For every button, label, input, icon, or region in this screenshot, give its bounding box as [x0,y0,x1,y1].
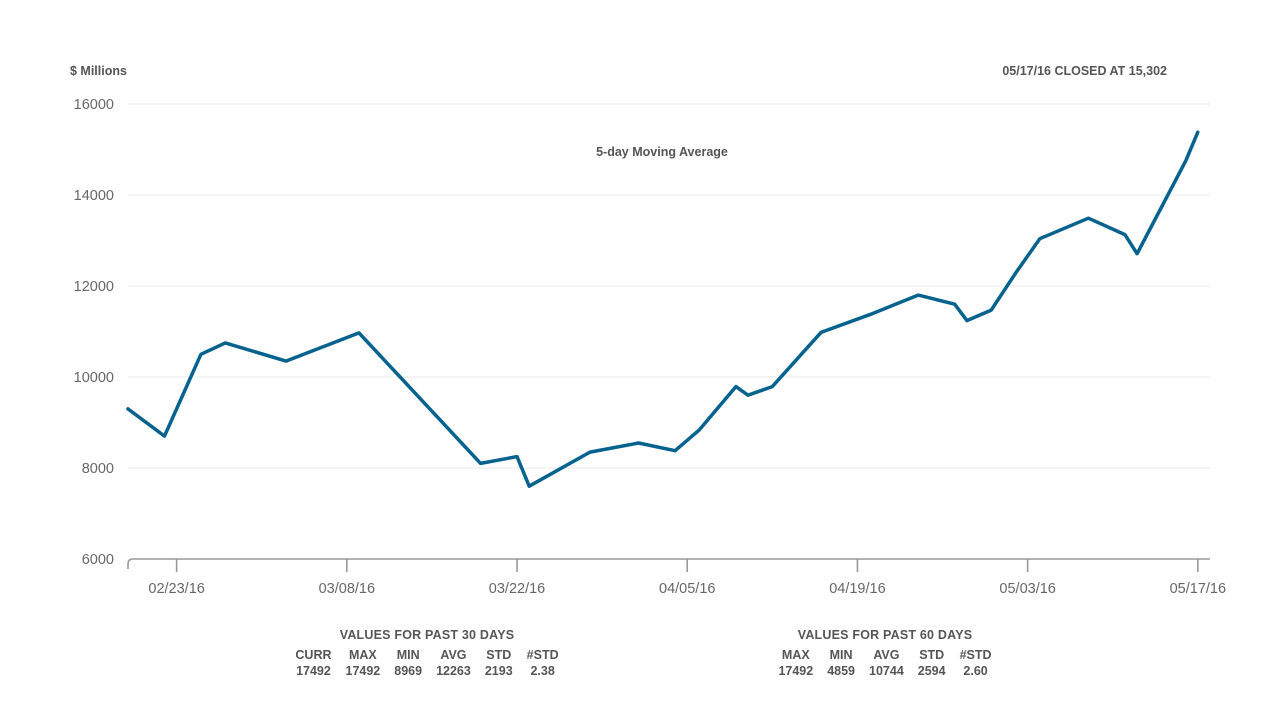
stats-header-row: MAX MIN AVG STD #STD [771,647,998,663]
y-tick-labels: 6000 8000 10000 12000 14000 16000 [74,97,114,568]
y-tick-label: 8000 [82,461,114,477]
y-tick-label: 12000 [74,279,114,295]
stat-header: MAX [348,648,377,662]
stat-header: #STD [526,648,559,662]
stat-header: MIN [396,648,420,662]
series-line [126,130,1200,488]
stats-title: VALUES FOR PAST 60 DAYS [797,628,973,642]
y-tick-label: 16000 [74,97,114,113]
stat-value: 4859 [827,664,856,678]
x-tick-label: 05/17/16 [1170,581,1226,597]
stats-value-row: 17492 17492 8969 12263 2193 2.38 [288,663,565,679]
stat-value: 8969 [394,664,423,678]
x-tick-label: 04/05/16 [659,581,715,597]
stat-header: MAX [781,648,810,662]
stat-header: STD [486,648,512,662]
x-axis-line [127,558,1210,569]
closed-at-note: 05/17/16 CLOSED AT 15,302 [1002,64,1167,78]
x-tick-label: 04/19/16 [829,581,885,597]
stat-header: MIN [829,648,853,662]
stat-header: CURR [295,648,332,662]
stats-table: CURR MAX MIN AVG STD #STD 17492 17492 89… [288,647,565,679]
gridlines [128,103,1210,469]
y-tick-label: 14000 [74,188,114,204]
x-tick-labels: 02/23/16 03/08/16 03/22/16 04/05/16 04/19/16… [148,581,1226,597]
x-tick-label: 02/23/16 [148,581,204,597]
stats-header-row: CURR MAX MIN AVG STD #STD [288,647,565,663]
stat-value: 2594 [917,664,946,678]
stat-value: 17492 [296,664,331,678]
x-tick-label: 03/08/16 [319,581,375,597]
stats-value-row: 17492 4859 10744 2594 2.60 [771,663,998,679]
stat-header: AVG [873,648,900,662]
stat-header: STD [919,648,945,662]
x-tick-label: 05/03/16 [999,581,1055,597]
y-tick-label: 10000 [74,370,114,386]
y-tick-label: 6000 [82,552,114,568]
stat-value: 12263 [436,664,471,678]
y-axis-units-label: $ Millions [70,64,127,78]
stat-value: 17492 [345,664,381,678]
stat-header: #STD [959,648,992,662]
stats-title: VALUES FOR PAST 30 DAYS [339,628,515,642]
stat-value: 2.60 [963,664,988,678]
stat-value: 10744 [869,664,904,678]
stats-table: MAX MIN AVG STD #STD 17492 4859 10744 25… [771,647,998,679]
stat-header: AVG [440,648,467,662]
stats-past-60-days: VALUES FOR PAST 60 DAYS MAX MIN AVG STD … [735,628,1035,679]
x-tick-label: 03/22/16 [489,581,545,597]
stat-value: 2.38 [530,664,555,678]
stat-value: 17492 [778,664,814,678]
moving-average-annotation: 5-day Moving Average [596,145,728,159]
series-line-group [126,130,1200,488]
x-axis [127,558,1210,572]
stats-past-30-days: VALUES FOR PAST 30 DAYS CURR MAX MIN AVG… [277,628,577,679]
stat-value: 2193 [484,664,513,678]
